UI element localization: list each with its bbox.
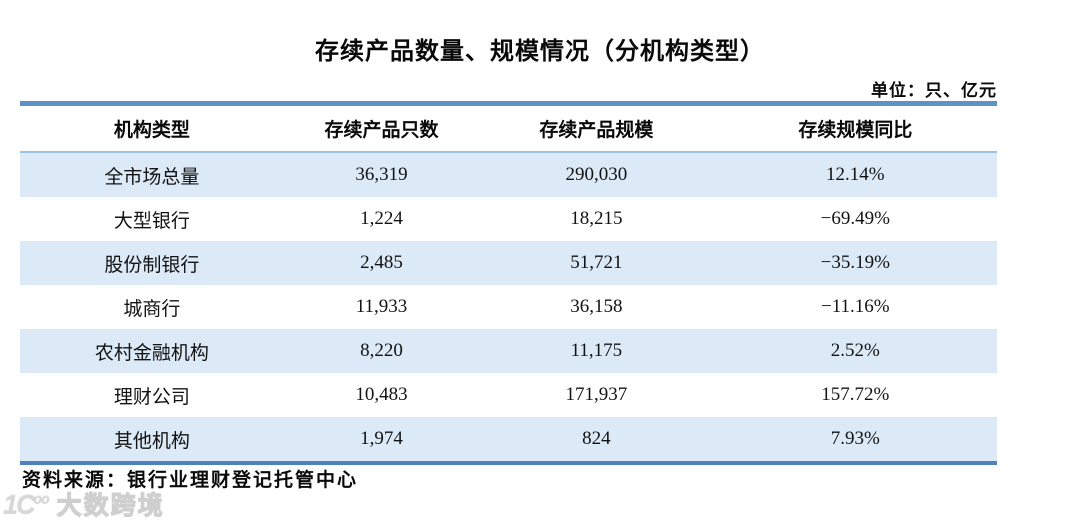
source-note: 资料来源：银行业理财登记托管中心: [22, 470, 359, 491]
watermark-brand-text: 大数跨境: [56, 492, 165, 521]
table-row: 城商行 11,933 36,158 −11.16%: [20, 285, 997, 329]
cell-count: 11,933: [355, 296, 408, 317]
col-header-scale-yoy: 存续规模同比: [713, 103, 997, 153]
cell-count: 1,224: [360, 208, 403, 229]
cell-institution: 城商行: [123, 298, 181, 320]
col-header-institution-type: 机构类型: [20, 103, 284, 153]
cell-scale: 18,215: [570, 208, 623, 229]
table-row: 农村金融机构 8,220 11,175 2.52%: [20, 329, 997, 373]
cell-count: 1,974: [360, 428, 403, 449]
institution-data-table: 机构类型 存续产品只数 存续产品规模 存续规模同比 全市场总量 36,319 2…: [20, 101, 997, 465]
cell-yoy: 2.52%: [830, 340, 880, 361]
cell-institution: 理财公司: [113, 386, 190, 408]
cell-yoy: −69.49%: [820, 208, 890, 229]
cell-scale: 36,158: [570, 296, 623, 317]
cell-institution: 股份制银行: [104, 254, 200, 276]
cell-yoy: −35.19%: [820, 252, 890, 273]
table-row: 全市场总量 36,319 290,030 12.14%: [20, 152, 997, 197]
cell-count: 2,485: [360, 252, 403, 273]
cell-count: 8,220: [360, 340, 403, 361]
dashukuajing-logo-icon: 1Coo: [3, 490, 50, 520]
col-header-product-scale: 存续产品规模: [479, 103, 714, 153]
cell-yoy: 7.93%: [830, 428, 880, 449]
unit-note: 单位：只、亿元: [871, 81, 997, 100]
cell-yoy: 12.14%: [826, 164, 885, 185]
cell-scale: 51,721: [570, 252, 623, 273]
table-row: 大型银行 1,224 18,215 −69.49%: [20, 197, 997, 241]
cell-count: 10,483: [355, 384, 408, 405]
table-row: 股份制银行 2,485 51,721 −35.19%: [20, 241, 997, 285]
cell-yoy: 157.72%: [821, 384, 890, 405]
cell-count: 36,319: [355, 164, 408, 185]
cell-scale: 290,030: [565, 164, 628, 185]
cell-institution: 全市场总量: [104, 166, 200, 188]
col-header-product-count: 存续产品只数: [283, 103, 480, 153]
cell-scale: 824: [582, 428, 611, 449]
cell-institution: 农村金融机构: [94, 342, 209, 364]
cell-scale: 171,937: [565, 384, 628, 405]
watermark: 1Coo 大数跨境: [3, 486, 165, 522]
cell-institution: 其他机构: [113, 430, 190, 452]
cell-institution: 大型银行: [113, 210, 190, 232]
cell-yoy: −11.16%: [821, 296, 890, 317]
table-header-row: 机构类型 存续产品只数 存续产品规模 存续规模同比: [20, 103, 997, 153]
cell-scale: 11,175: [570, 340, 623, 361]
table-title: 存续产品数量、规模情况（分机构类型）: [315, 38, 765, 65]
table-row: 理财公司 10,483 171,937 157.72%: [20, 373, 997, 417]
table-row: 其他机构 1,974 824 7.93%: [20, 417, 997, 463]
